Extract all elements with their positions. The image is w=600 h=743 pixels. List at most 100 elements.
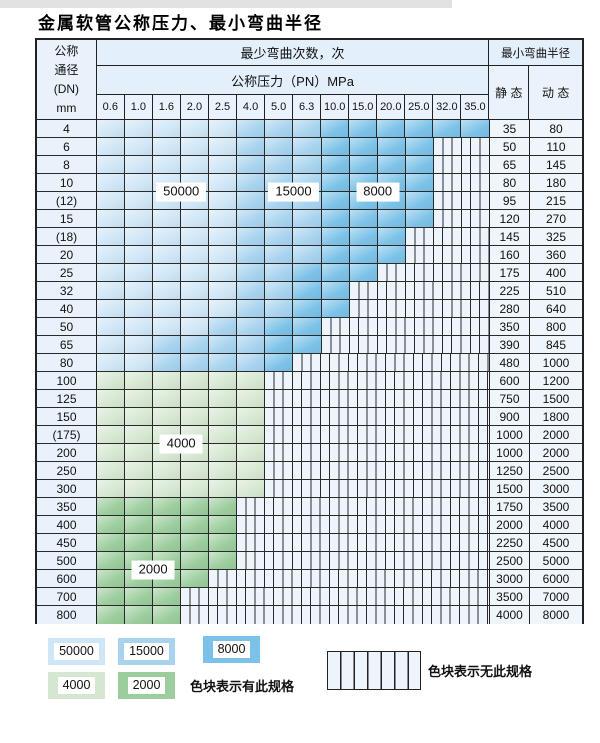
- zone-count-label: 2000: [131, 560, 175, 580]
- pressure-cell: [237, 210, 266, 227]
- dn-cell: 25: [37, 264, 97, 281]
- pressure-cell: [97, 300, 126, 317]
- table-row: 150 900 1800: [37, 408, 582, 426]
- pressure-column-header: 20.0: [377, 95, 406, 119]
- pressure-cell: [181, 462, 210, 479]
- pressure-cell: [181, 498, 210, 515]
- pressure-cell: [237, 390, 266, 407]
- pressure-cell: [97, 192, 126, 209]
- pressure-cell: [97, 606, 126, 624]
- pressure-cells: [97, 606, 490, 624]
- pressure-cell: [349, 156, 378, 173]
- pressure-cell: [209, 246, 238, 263]
- pressure-cell: [237, 354, 266, 371]
- no-spec-region: [321, 336, 489, 353]
- pressure-cell: [153, 138, 182, 155]
- legend-nospec-swatch: [327, 651, 421, 690]
- pressure-cell: [209, 300, 238, 317]
- pressure-cell: [265, 300, 294, 317]
- no-spec-region: [265, 408, 489, 425]
- table-row: 15 120 270: [37, 210, 582, 228]
- pressure-cell: [237, 408, 266, 425]
- pressure-cell: [209, 318, 238, 335]
- pressure-cell: [153, 246, 182, 263]
- pressure-cells: [97, 462, 490, 479]
- table-row: 800 4000 8000: [37, 606, 582, 624]
- pressure-cell: [265, 120, 293, 137]
- static-radius-cell: 280: [490, 300, 530, 317]
- no-spec-region: [293, 354, 489, 371]
- static-radius-cell: 1500: [490, 480, 530, 497]
- pressure-cell: [265, 336, 294, 353]
- pressure-column-header: 6.3: [293, 95, 322, 119]
- static-radius-cell: 35: [490, 120, 530, 137]
- pressure-cell: [405, 120, 433, 137]
- no-spec-region: [237, 516, 489, 533]
- pressure-cells: [97, 336, 490, 353]
- dn-cell: 150: [37, 408, 97, 425]
- table-row: (18) 145 325: [37, 228, 582, 246]
- pressure-cell: [97, 588, 126, 605]
- corner-header-line: 公称: [54, 44, 79, 58]
- pressure-cell: [125, 516, 154, 533]
- pressure-cell: [153, 588, 182, 605]
- pressure-cell: [97, 552, 126, 569]
- pressure-cell: [237, 336, 266, 353]
- pressure-cell: [293, 300, 322, 317]
- pressure-cell: [181, 264, 210, 281]
- dynamic-radius-cell: 180: [530, 174, 582, 191]
- dn-cell: 500: [37, 552, 97, 569]
- table-row: 250 1250 2500: [37, 462, 582, 480]
- pressure-cell: [265, 246, 294, 263]
- pressure-cell: [181, 336, 210, 353]
- pressure-cell: [153, 390, 182, 407]
- pressure-cell: [97, 282, 126, 299]
- pressure-cell: [125, 498, 154, 515]
- table-row: 6 50 110: [37, 138, 582, 156]
- pressure-column-header: 10.0: [321, 95, 350, 119]
- table-row: 40 280 640: [37, 300, 582, 318]
- pressure-cell: [125, 408, 154, 425]
- pressure-cells: [97, 354, 490, 371]
- no-spec-region: [405, 246, 489, 263]
- pressure-cell: [97, 516, 126, 533]
- pressure-cell: [405, 156, 434, 173]
- table-header: 公称 通径 (DN) mm 最少弯曲次数，次 公称压力（PN）MPa 0.6 1.0 1.…: [37, 40, 582, 120]
- pressure-cell: [97, 174, 126, 191]
- pressure-cell: [321, 138, 350, 155]
- no-spec-region: [321, 318, 489, 335]
- pressure-cell: [181, 408, 210, 425]
- no-spec-region: [265, 480, 489, 497]
- pressure-cell: [377, 120, 405, 137]
- static-radius-cell: 2000: [490, 516, 530, 533]
- pressure-cell: [153, 210, 182, 227]
- pressure-cell: [377, 210, 406, 227]
- pressure-cell: [265, 282, 294, 299]
- dn-cell: 100: [37, 372, 97, 389]
- legend-swatch-15000: 15000: [118, 638, 175, 665]
- legend-swatch-value: 50000: [54, 643, 99, 660]
- no-spec-region: [377, 264, 489, 281]
- static-radius-cell: 480: [490, 354, 530, 371]
- pressure-column-header: 0.6: [97, 95, 125, 119]
- pressure-cell: [349, 264, 378, 281]
- pressure-cell: [153, 264, 182, 281]
- pressure-cell: [97, 570, 126, 587]
- pressure-cell: [349, 120, 377, 137]
- pressure-cell: [97, 156, 126, 173]
- pressure-cell: [237, 462, 266, 479]
- pressure-column-header: 2.0: [181, 95, 209, 119]
- legend-swatch-8000: 8000: [203, 636, 260, 663]
- pressure-cell: [153, 120, 181, 137]
- dn-cell: 200: [37, 444, 97, 461]
- pressure-cell: [209, 156, 238, 173]
- pressure-cell: [125, 210, 154, 227]
- pressure-cell: [97, 462, 126, 479]
- no-spec-region: [181, 606, 489, 624]
- pressure-cells: [97, 480, 490, 497]
- pressure-cell: [97, 390, 126, 407]
- pressure-cell: [181, 390, 210, 407]
- pressure-cell: [405, 192, 434, 209]
- pressure-column-header: 1.6: [153, 95, 181, 119]
- pressure-cell: [237, 426, 266, 443]
